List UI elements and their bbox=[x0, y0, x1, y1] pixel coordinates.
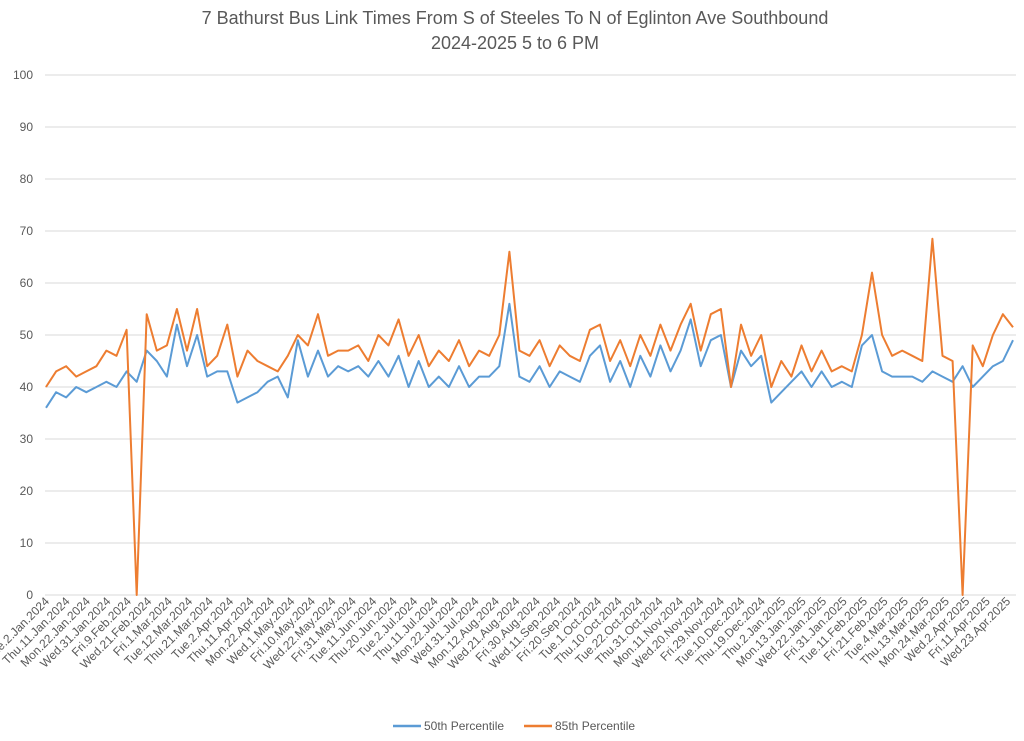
gridlines bbox=[45, 74, 1016, 596]
y-tick-label: 50 bbox=[20, 328, 34, 342]
y-tick-label: 70 bbox=[20, 224, 34, 238]
y-tick-label: 20 bbox=[20, 484, 34, 498]
y-tick-label: 80 bbox=[20, 172, 34, 186]
y-tick-label: 90 bbox=[20, 120, 34, 134]
legend-label-50th: 50th Percentile bbox=[424, 719, 504, 733]
y-tick-label: 100 bbox=[13, 68, 33, 82]
y-tick-label: 0 bbox=[26, 588, 33, 602]
series-line-50th bbox=[45, 302, 1014, 409]
x-axis: Tue.2.Jan.2024Thu.11.Jan.2024Mon.22.Jan.… bbox=[0, 594, 1014, 672]
y-axis: 0 10 20 30 40 50 60 70 80 90 100 bbox=[13, 68, 33, 602]
y-tick-label: 10 bbox=[20, 536, 34, 550]
series-lines bbox=[45, 237, 1014, 596]
y-tick-label: 30 bbox=[20, 432, 34, 446]
chart-subtitle: 2024-2025 5 to 6 PM bbox=[431, 33, 599, 53]
chart-title: 7 Bathurst Bus Link Times From S of Stee… bbox=[202, 8, 829, 28]
series-line-85th bbox=[45, 237, 1014, 596]
y-tick-label: 40 bbox=[20, 380, 34, 394]
legend: 50th Percentile 85th Percentile bbox=[393, 719, 635, 733]
y-tick-label: 60 bbox=[20, 276, 34, 290]
legend-label-85th: 85th Percentile bbox=[555, 719, 635, 733]
